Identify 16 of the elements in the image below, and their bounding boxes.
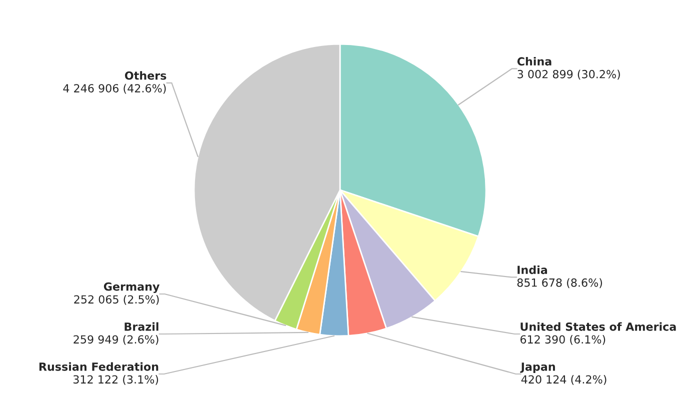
data-label: 259 949 (2.6%) — [74, 335, 158, 345]
slice-label: United States of America — [520, 322, 676, 331]
slice-label: Others — [124, 71, 166, 80]
data-label: 612 390 (6.1%) — [520, 335, 606, 345]
data-label: 3 002 899 (30.2%) — [518, 70, 620, 80]
data-label: 4 246 906 (42.6%) — [63, 84, 166, 94]
data-label: 851 678 (8.6%) — [517, 278, 602, 288]
data-label: 420 124 (4.2%) — [521, 375, 606, 385]
slice-label: Russian Federation — [39, 362, 158, 371]
data-label: 252 065 (2.5%) — [74, 295, 159, 305]
slice-label: China — [517, 56, 552, 66]
slice-label: India — [518, 265, 548, 274]
slice-label: Germany — [104, 282, 160, 293]
data-label: 312 122 (3.1%) — [73, 375, 158, 385]
slice-label: Japan — [520, 362, 555, 373]
slice-label: Brazil — [124, 322, 158, 331]
